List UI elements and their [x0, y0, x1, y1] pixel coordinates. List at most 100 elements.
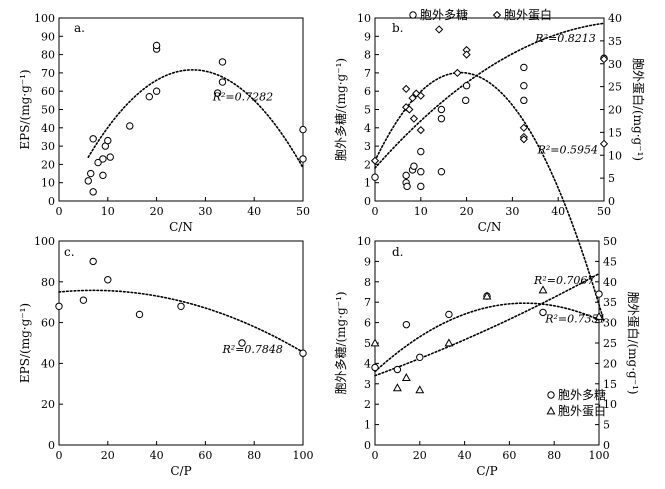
- r-squared-label: R²=0.5954: [537, 143, 598, 156]
- data-point: [435, 25, 444, 34]
- y-tick-label: 0: [364, 439, 371, 452]
- y-axis-label: 胞外多糖/(mg·g⁻¹): [333, 58, 348, 161]
- x-tick-label: 50: [296, 205, 310, 218]
- data-point: [99, 171, 107, 180]
- trend-curve: [374, 302, 600, 373]
- plot-frame: [58, 240, 304, 446]
- data-point: [84, 177, 92, 185]
- y2-tick-label: 50: [603, 235, 617, 248]
- data-point: [437, 114, 446, 123]
- y-tick-label: 4: [364, 122, 371, 135]
- legend-marker: [547, 391, 555, 399]
- data-point: [410, 162, 418, 170]
- legend-marker: [409, 11, 417, 19]
- data-point: [417, 168, 425, 176]
- trend-curve: [374, 22, 605, 169]
- y-tick-label: 10: [357, 235, 371, 248]
- data-point: [594, 311, 604, 320]
- y-tick-label: 20: [41, 398, 55, 411]
- y-tick-label: 4: [364, 357, 371, 370]
- data-point: [370, 156, 380, 165]
- panel-label: d.: [392, 245, 404, 259]
- data-point: [89, 257, 97, 266]
- data-point: [370, 338, 380, 347]
- data-point: [104, 136, 112, 145]
- y2-tick-label: 25: [608, 81, 622, 94]
- panel-label: b.: [392, 21, 404, 35]
- y-tick-label: 9: [364, 30, 371, 43]
- y-tick-label: 0: [48, 195, 55, 208]
- data-point: [416, 125, 425, 135]
- data-point: [416, 353, 424, 361]
- data-point: [437, 168, 446, 176]
- y-tick-label: 5: [364, 337, 371, 350]
- data-point: [416, 91, 425, 100]
- data-point: [444, 338, 454, 347]
- x-axis-label: C/P: [476, 464, 497, 478]
- y2-tick-label: 10: [608, 149, 622, 162]
- data-point: [213, 89, 222, 97]
- y-tick-label: 7: [364, 296, 371, 309]
- data-point: [409, 114, 419, 123]
- data-point: [519, 135, 528, 144]
- x-tick-label: 0: [56, 449, 63, 462]
- r-squared-label: R²=0.7282: [212, 90, 273, 103]
- x-tick-label: 60: [198, 449, 212, 462]
- y2-tick-label: 0: [608, 195, 615, 208]
- y2-tick-label: 35: [608, 35, 622, 48]
- data-point: [520, 63, 528, 72]
- x-tick-label: 10: [101, 205, 115, 218]
- panel-label: c.: [64, 245, 75, 259]
- y-tick-label: 6: [364, 317, 371, 330]
- y-tick-label: 2: [364, 158, 371, 171]
- data-point: [299, 349, 307, 357]
- data-point: [417, 147, 425, 156]
- plot-frame: [58, 17, 304, 202]
- trend-curve: [374, 272, 600, 377]
- x-tick-label: 40: [551, 205, 565, 218]
- data-point: [453, 68, 462, 78]
- y2-tick-label: 40: [608, 12, 622, 25]
- x-tick-label: 30: [198, 205, 212, 218]
- data-point: [595, 290, 603, 298]
- y-tick-label: 10: [357, 12, 371, 25]
- panel-label: a.: [74, 21, 85, 35]
- data-point: [392, 383, 402, 392]
- x-tick-label: 20: [101, 449, 115, 462]
- y-tick-label: 1: [364, 177, 371, 190]
- x-tick-label: 20: [150, 205, 164, 218]
- y-tick-label: 100: [34, 12, 55, 25]
- data-point: [393, 365, 402, 374]
- y-tick-label: 90: [41, 30, 55, 43]
- data-point: [87, 169, 95, 178]
- data-point: [106, 153, 114, 161]
- y-axis-label: 胞外多糖/(mg·g⁻¹): [333, 291, 348, 394]
- y-tick-label: 80: [41, 276, 55, 289]
- y2-tick-label: 35: [603, 296, 617, 309]
- x-tick-label: 10: [414, 205, 428, 218]
- data-point: [94, 158, 102, 167]
- data-point: [437, 105, 446, 114]
- r-squared-label: R²=0.7848: [221, 343, 282, 356]
- trend-curve: [87, 69, 304, 169]
- chart-panel-3: 0 20 40 60 80 100 0 20 40 60 80 100 C/P EPS/(mg·g⁻¹) c…: [18, 235, 314, 478]
- r-squared-label: R²=0.7067: [533, 274, 594, 287]
- data-point: [299, 155, 307, 163]
- data-point: [135, 310, 144, 319]
- legend-label: 胞外多糖: [420, 7, 468, 22]
- y-tick-label: 8: [364, 49, 371, 62]
- y2-tick-label: 40: [603, 276, 617, 289]
- legend-label: 胞外多糖: [558, 387, 606, 402]
- y-tick-label: 2: [364, 398, 371, 411]
- y-tick-label: 40: [41, 122, 55, 135]
- data-point: [415, 385, 425, 394]
- data-point: [55, 302, 63, 310]
- data-point: [371, 363, 379, 372]
- data-point: [402, 171, 410, 180]
- y-tick-label: 5: [364, 104, 371, 117]
- y2-tick-label: 30: [603, 317, 617, 330]
- y2-tick-label: 10: [603, 398, 617, 411]
- legend-marker: [546, 406, 556, 415]
- y-tick-label: 0: [48, 439, 55, 452]
- data-point: [152, 41, 161, 50]
